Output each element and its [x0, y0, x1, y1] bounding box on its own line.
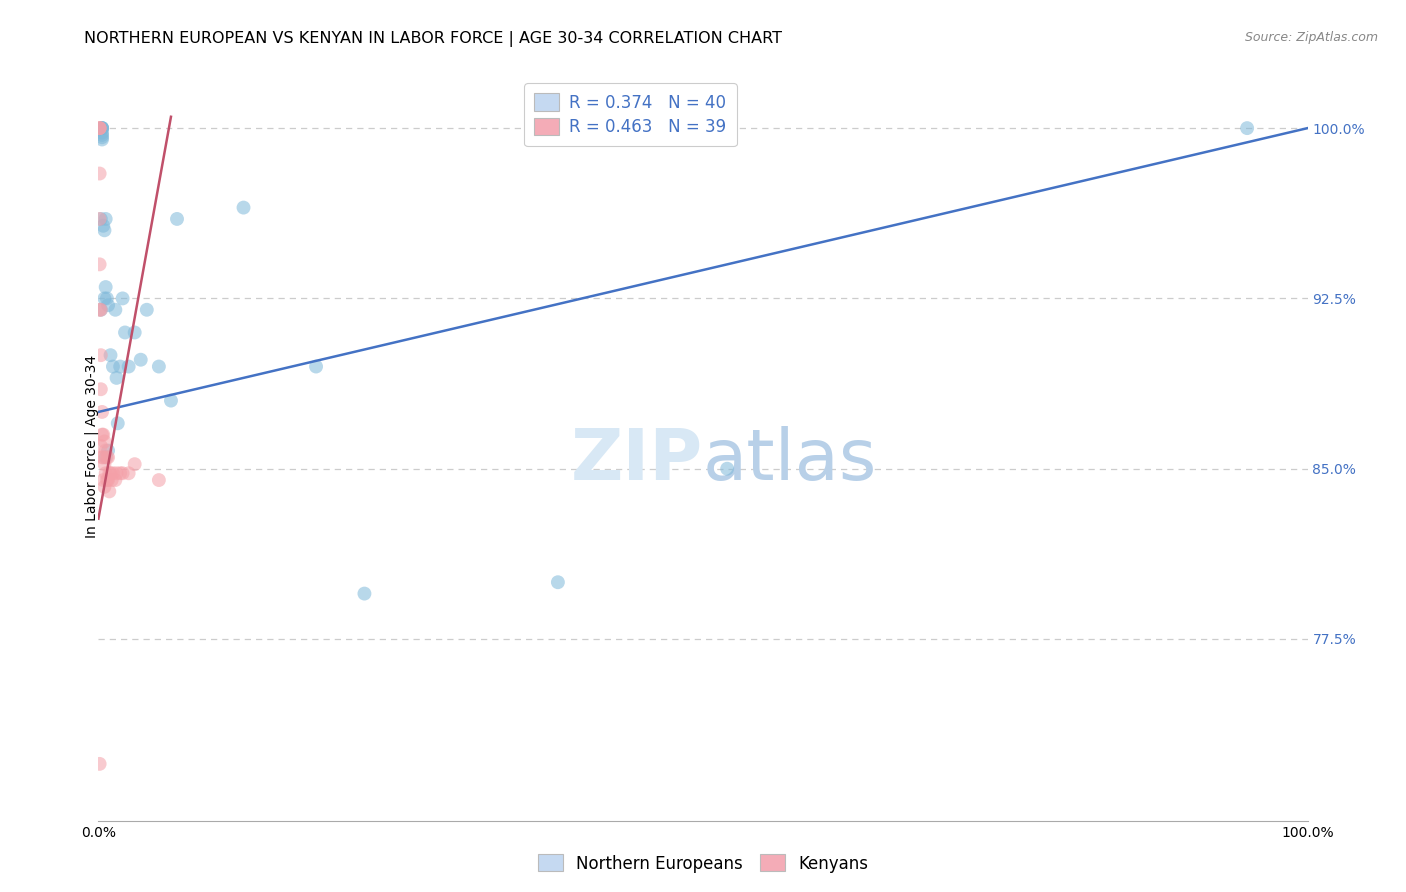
Legend: Northern Europeans, Kenyans: Northern Europeans, Kenyans: [531, 847, 875, 880]
Point: [94, 467, 117, 481]
Point: [96, 292, 118, 306]
Point: [305, 359, 328, 374]
Point: [166, 211, 188, 226]
Point: [98, 484, 121, 499]
Point: [160, 393, 183, 408]
Point: [114, 326, 136, 340]
Point: [547, 575, 569, 590]
Point: [111, 292, 134, 306]
Point: [89, 121, 111, 136]
Point: [97, 443, 120, 458]
Point: [89, 211, 111, 226]
Y-axis label: In Labor Force | Age 30-34: In Labor Force | Age 30-34: [84, 354, 98, 538]
Point: [91, 121, 114, 136]
Point: [100, 348, 122, 362]
Point: [93, 292, 115, 306]
Point: [89, 121, 111, 136]
Text: Source: ZipAtlas.com: Source: ZipAtlas.com: [1244, 31, 1378, 45]
Point: [91, 121, 114, 136]
Point: [91, 121, 114, 136]
Point: [89, 121, 111, 136]
Point: [96, 473, 118, 487]
Point: [93, 223, 115, 237]
Point: [91, 450, 114, 465]
Point: [91, 121, 114, 136]
Point: [148, 359, 170, 374]
Point: [91, 473, 114, 487]
Point: [124, 457, 146, 471]
Point: [90, 302, 112, 317]
Point: [89, 257, 111, 271]
Point: [104, 302, 127, 317]
Point: [90, 211, 112, 226]
Point: [91, 405, 114, 419]
Point: [96, 450, 118, 465]
Point: [105, 467, 128, 481]
Point: [111, 467, 134, 481]
Point: [91, 427, 114, 442]
Point: [91, 130, 114, 145]
Point: [129, 352, 152, 367]
Point: [107, 417, 129, 431]
Point: [89, 167, 111, 181]
Point: [148, 473, 170, 487]
Point: [93, 457, 115, 471]
Point: [93, 480, 115, 494]
Point: [118, 359, 141, 374]
Point: [108, 467, 131, 481]
Point: [716, 461, 738, 475]
Point: [94, 280, 117, 294]
Point: [94, 443, 117, 458]
Point: [93, 434, 115, 449]
Point: [91, 427, 114, 442]
Text: NORTHERN EUROPEAN VS KENYAN IN LABOR FORCE | AGE 30-34 CORRELATION CHART: NORTHERN EUROPEAN VS KENYAN IN LABOR FOR…: [84, 31, 782, 47]
Point: [90, 382, 112, 396]
Point: [101, 467, 124, 481]
Point: [90, 302, 112, 317]
Point: [90, 348, 112, 362]
Point: [135, 302, 157, 317]
Text: atlas: atlas: [703, 426, 877, 495]
Point: [94, 211, 117, 226]
Point: [104, 473, 127, 487]
Point: [105, 371, 128, 385]
Point: [97, 450, 120, 465]
Point: [91, 126, 114, 140]
Point: [89, 302, 111, 317]
Point: [124, 326, 146, 340]
Point: [98, 467, 121, 481]
Point: [353, 586, 375, 600]
Point: [89, 756, 111, 771]
Point: [90, 439, 112, 453]
Point: [91, 132, 114, 146]
Point: [91, 128, 114, 142]
Point: [100, 467, 122, 481]
Legend: R = 0.374   N = 40, R = 0.463   N = 39: R = 0.374 N = 40, R = 0.463 N = 39: [524, 84, 737, 146]
Point: [108, 359, 131, 374]
Point: [91, 219, 114, 233]
Point: [1236, 121, 1258, 136]
Point: [118, 467, 141, 481]
Point: [101, 359, 124, 374]
Point: [100, 473, 122, 487]
Point: [232, 201, 254, 215]
Point: [94, 450, 117, 465]
Point: [91, 450, 114, 465]
Text: ZIP: ZIP: [571, 426, 703, 495]
Point: [97, 298, 120, 312]
Point: [97, 473, 120, 487]
